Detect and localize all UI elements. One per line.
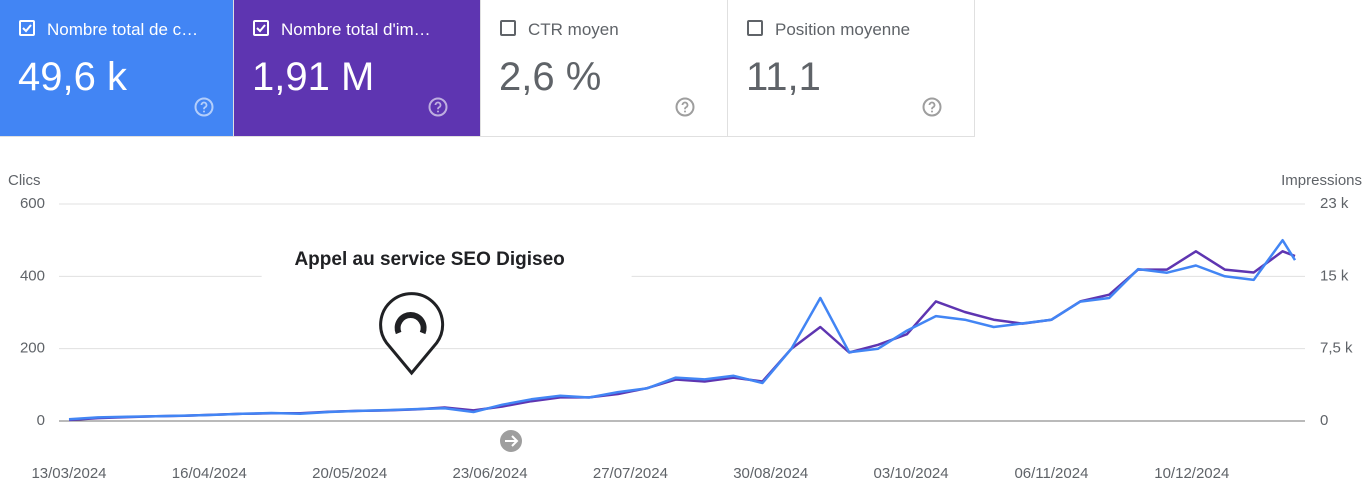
help-glyph bbox=[675, 97, 695, 117]
metric-value: 2,6 % bbox=[499, 55, 602, 99]
y-tick-label: 400 bbox=[20, 267, 45, 284]
help-icon[interactable] bbox=[675, 97, 695, 117]
x-tick-label: 20/05/2024 bbox=[312, 465, 387, 482]
y2-tick-label: 7,5 k bbox=[1320, 340, 1353, 357]
x-tick-label: 23/06/2024 bbox=[453, 465, 528, 482]
x-tick-label: 27/07/2024 bbox=[593, 465, 668, 482]
y-axis-title: Clics bbox=[8, 172, 41, 189]
metric-value: 1,91 M bbox=[252, 55, 375, 99]
y2-axis-title: Impressions bbox=[1281, 172, 1362, 189]
metric-card[interactable]: Nombre total de c… 49,6 k bbox=[0, 0, 234, 137]
y2-tick-label: 0 bbox=[1320, 412, 1328, 429]
checkbox[interactable] bbox=[253, 20, 269, 36]
help-glyph bbox=[428, 97, 448, 117]
metric-value: 11,1 bbox=[746, 55, 821, 99]
help-glyph bbox=[194, 97, 214, 117]
annotation-pin-glyph bbox=[394, 312, 427, 335]
annotation-bg bbox=[261, 242, 632, 278]
check-mark bbox=[256, 24, 266, 33]
y2-tick-label: 23 k bbox=[1320, 195, 1349, 212]
x-tick-label: 16/04/2024 bbox=[172, 465, 247, 482]
series-line bbox=[68, 238, 1297, 421]
check-mark bbox=[22, 24, 32, 33]
metric-label: Nombre total de c… bbox=[47, 20, 199, 39]
nav-arrow bbox=[505, 435, 519, 447]
help-icon[interactable] bbox=[194, 97, 214, 117]
help-icon[interactable] bbox=[922, 97, 942, 117]
x-tick-label: 13/03/2024 bbox=[31, 465, 106, 482]
x-tick-label: 06/11/2024 bbox=[1014, 465, 1088, 482]
y2-tick-label: 15 k bbox=[1320, 267, 1349, 284]
checkbox[interactable] bbox=[19, 20, 35, 36]
metric-card[interactable]: CTR moyen 2,6 % bbox=[481, 0, 728, 137]
metric-label: Position moyenne bbox=[775, 20, 911, 39]
annotation-text: Appel au service SEO Digiseo bbox=[294, 249, 564, 270]
metric-card[interactable]: Position moyenne 11,1 bbox=[728, 0, 975, 137]
x-tick-label: 30/08/2024 bbox=[733, 465, 808, 482]
metric-label: Nombre total d'im… bbox=[281, 20, 431, 39]
metric-value: 49,6 k bbox=[18, 55, 127, 99]
metric-card[interactable]: Nombre total d'im… 1,91 M bbox=[234, 0, 481, 137]
help-icon[interactable] bbox=[428, 97, 448, 117]
y-tick-label: 200 bbox=[20, 340, 45, 357]
x-tick-label: 03/10/2024 bbox=[874, 465, 949, 482]
help-glyph bbox=[922, 97, 942, 117]
y-tick-label: 0 bbox=[37, 412, 45, 429]
checkbox[interactable] bbox=[747, 20, 763, 36]
x-tick-label: 10/12/2024 bbox=[1154, 465, 1229, 482]
annotation-pin bbox=[379, 292, 445, 376]
y-tick-label: 600 bbox=[20, 195, 45, 212]
checkbox[interactable] bbox=[500, 20, 516, 36]
metric-label: CTR moyen bbox=[528, 20, 619, 39]
